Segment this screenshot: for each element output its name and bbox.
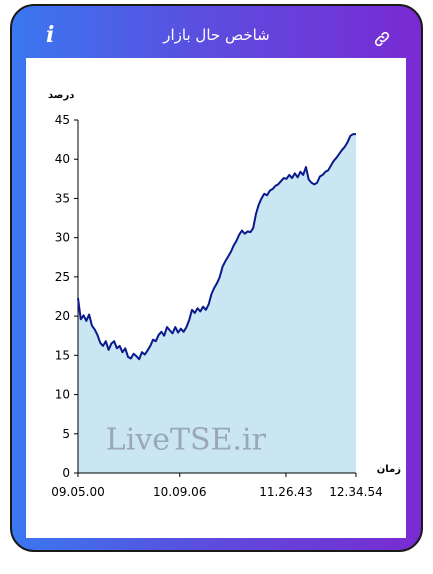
app-window: i شاخص حال بازار LiveTSE.ir 0 5 10 15 20 25 30 3… [10, 4, 423, 552]
area-fill [78, 134, 356, 473]
y-tick-label: 35 [55, 191, 70, 205]
y-tick-label: 10 [55, 388, 70, 402]
y-tick-label: 15 [55, 348, 70, 362]
watermark-text: LiveTSE.ir [106, 422, 267, 457]
x-tick-label: 10.09.06 [153, 485, 206, 499]
y-tick-label: 40 [55, 152, 70, 166]
info-icon[interactable]: i [46, 22, 55, 48]
link-icon[interactable] [373, 30, 391, 48]
y-tick-label: 45 [55, 113, 70, 127]
y-axis-label: درصد [48, 90, 74, 101]
series-line [77, 133, 356, 361]
page-title: شاخص حال بازار [163, 26, 270, 44]
x-tick-label: 11.26.43 [259, 485, 312, 499]
y-tick-label: 0 [62, 466, 70, 480]
x-axis-label: زمان [377, 464, 401, 475]
chart-panel: LiveTSE.ir 0 5 10 15 20 25 30 35 40 45 09.05.00 10.0… [26, 58, 406, 538]
x-tick-label: 12.34.54 [329, 485, 382, 499]
header-bar: i شاخص حال بازار [12, 6, 421, 58]
y-tick-label: 25 [55, 270, 70, 284]
y-tick-label: 30 [55, 231, 70, 245]
x-tick-label: 09.05.00 [51, 485, 104, 499]
y-tick-label: 20 [55, 309, 70, 323]
market-index-chart: LiveTSE.ir 0 5 10 15 20 25 30 35 40 45 09.05.00 10.0… [48, 90, 401, 499]
y-tick-label: 5 [62, 427, 70, 441]
